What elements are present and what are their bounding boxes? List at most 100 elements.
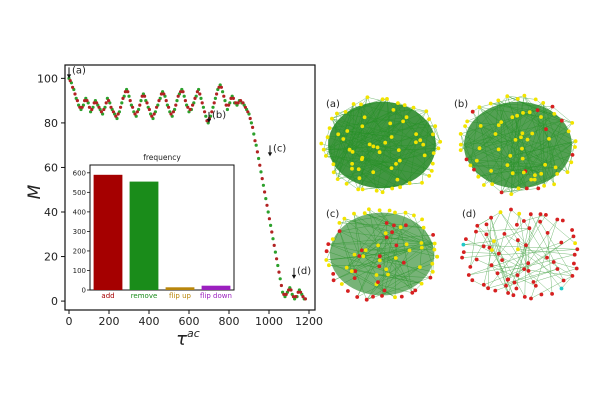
network-node: [438, 139, 443, 144]
network-node: [383, 231, 388, 236]
network-edge: [518, 120, 562, 189]
network-panel-2: (c): [324, 207, 440, 302]
network-node: [550, 292, 554, 296]
data-point-s1-19: [114, 114, 118, 118]
network-node: [364, 297, 369, 302]
data-point-s1-44: [174, 103, 178, 107]
network-node: [377, 258, 382, 263]
network-node: [527, 226, 532, 231]
network-edge: [477, 225, 509, 280]
network-edge: [328, 243, 435, 245]
network-node: [522, 295, 527, 299]
data-point-s1-59: [210, 110, 214, 114]
network-node: [431, 151, 436, 156]
network-edge: [376, 274, 431, 278]
data-point-s0-22: [120, 101, 124, 105]
network-edge: [363, 256, 404, 263]
network-edge: [399, 148, 439, 161]
network-edge: [540, 116, 569, 132]
data-point-s1-54: [198, 92, 202, 96]
network-edge: [360, 104, 363, 158]
network-edge: [423, 227, 435, 250]
network-edge: [331, 118, 392, 169]
network-edge: [347, 130, 386, 143]
network-node: [383, 140, 388, 145]
network-node: [339, 282, 344, 286]
network-node: [516, 247, 520, 252]
network-edge: [325, 155, 362, 160]
network-edge: [523, 116, 542, 173]
network-node: [509, 207, 513, 212]
network-node: [519, 135, 523, 140]
data-point-s1-50: [188, 107, 192, 112]
network-node: [350, 150, 355, 154]
network-node: [391, 108, 396, 112]
network-edge: [518, 175, 536, 189]
network-edge: [346, 256, 364, 268]
network-node: [420, 217, 424, 222]
x-axis-label-superscript: ac: [187, 327, 200, 340]
network-node: [572, 252, 577, 257]
network-node: [344, 265, 349, 270]
network-node: [529, 296, 533, 301]
data-point-s1-92: [289, 288, 293, 292]
network-node: [555, 267, 560, 271]
network-edge: [326, 251, 422, 284]
network-edge: [377, 147, 432, 172]
network-edge: [326, 256, 364, 261]
network-edge: [346, 159, 363, 184]
data-point-s1-11: [95, 101, 99, 105]
network-node: [552, 112, 557, 116]
data-point-s1-12: [97, 105, 101, 109]
network-edge: [351, 147, 378, 164]
network-node: [389, 135, 394, 139]
data-point-s1-46: [179, 90, 183, 94]
network-node: [496, 147, 501, 152]
network-edge: [373, 146, 398, 180]
network-node: [458, 132, 463, 136]
network-edge: [511, 120, 562, 195]
network-node: [349, 269, 354, 274]
network-node: [407, 181, 412, 186]
network-node: [386, 272, 390, 277]
network-edge: [524, 95, 538, 111]
network-edge: [331, 118, 370, 145]
data-point-s1-14: [102, 107, 106, 112]
network-edge: [346, 267, 422, 284]
network-edge: [435, 126, 441, 142]
network-node: [395, 177, 400, 182]
data-point-s1-85: [272, 243, 276, 247]
network-node: [377, 254, 382, 259]
network-edge: [379, 260, 433, 272]
data-point-s0-57: [204, 114, 208, 118]
network-node: [375, 145, 380, 150]
network-edge: [492, 112, 530, 185]
network-edge: [349, 97, 368, 150]
network-node: [377, 264, 382, 269]
x-tick-label-2: 400: [139, 315, 160, 328]
network-node: [470, 278, 475, 283]
network-node: [331, 278, 336, 283]
network-edge: [386, 237, 422, 244]
data-point-s0-80: [259, 170, 263, 174]
network-edge: [524, 245, 527, 297]
network-node: [430, 161, 435, 166]
network-node: [382, 288, 387, 293]
network-edge: [473, 169, 502, 193]
network-edge: [547, 232, 553, 294]
network-edge: [359, 146, 374, 179]
network-node: [515, 97, 520, 101]
network-edge: [323, 121, 404, 150]
network-edge: [486, 234, 514, 296]
network-edge: [483, 268, 525, 285]
network-edge: [333, 244, 407, 281]
network-edge: [470, 165, 556, 168]
network-node: [362, 115, 367, 120]
network-edge: [397, 160, 400, 180]
network-edge: [325, 99, 383, 157]
network-node: [388, 121, 393, 126]
network-node: [429, 169, 434, 173]
network-edge: [399, 105, 405, 161]
network-node: [335, 177, 340, 182]
network-edge: [490, 170, 519, 189]
